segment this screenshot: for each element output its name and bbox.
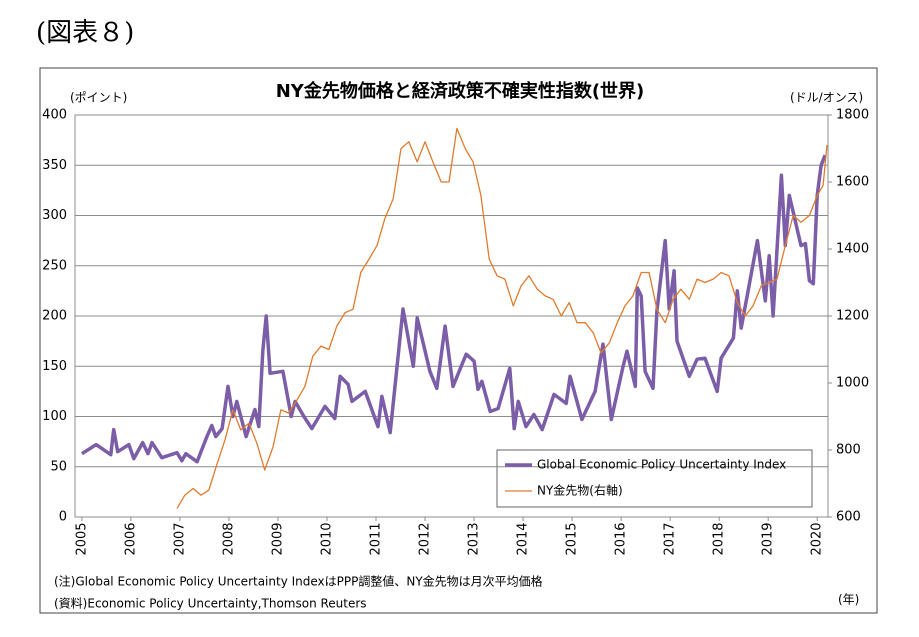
y2-tick-label: 600 xyxy=(836,510,861,525)
x-tick-label: 2018 xyxy=(712,522,727,555)
y-tick-label: 350 xyxy=(42,158,67,173)
x-tick-label: 2015 xyxy=(565,522,580,555)
y-tick-label: 300 xyxy=(42,208,67,223)
note: (注)Global Economic Policy Uncertainty In… xyxy=(54,574,543,589)
y-tick-label: 250 xyxy=(42,258,67,273)
y-tick-label: 400 xyxy=(42,108,67,123)
x-axis-label: (年) xyxy=(838,593,859,607)
y2-tick-label: 1600 xyxy=(836,175,869,190)
x-tick-label: 2017 xyxy=(663,522,678,555)
x-tick-label: 2013 xyxy=(467,522,482,555)
x-tick-label: 2008 xyxy=(221,522,236,555)
y2-tick-label: 1000 xyxy=(836,376,869,391)
legend-box xyxy=(496,449,813,508)
x-tick-label: 2005 xyxy=(74,522,89,555)
x-tick-label: 2016 xyxy=(614,522,629,555)
figure-label: (図表８) xyxy=(36,18,134,48)
y2-axis-label: (ドル/オンス) xyxy=(790,91,863,105)
legend-label: NY金先物(右軸) xyxy=(537,483,623,498)
y2-tick-label: 1800 xyxy=(836,108,869,123)
source: (資料)Economic Policy Uncertainty,Thomson … xyxy=(54,597,367,611)
legend-label: Global Economic Policy Uncertainty Index xyxy=(537,458,786,472)
y-tick-label: 150 xyxy=(42,359,67,374)
x-tick-label: 2014 xyxy=(516,522,531,555)
y-tick-label: 100 xyxy=(42,409,67,424)
y-tick-label: 200 xyxy=(42,309,67,324)
series-line xyxy=(80,154,827,464)
x-tick-label: 2011 xyxy=(369,522,384,555)
x-tick-label: 2019 xyxy=(761,522,776,555)
x-tick-label: 2007 xyxy=(172,522,187,555)
series-line xyxy=(176,127,828,509)
y2-tick-label: 1200 xyxy=(836,309,869,324)
y-tick-label: 50 xyxy=(50,459,67,474)
x-tick-label: 2010 xyxy=(319,522,334,555)
x-tick-label: 2009 xyxy=(270,522,285,555)
y2-tick-label: 800 xyxy=(836,443,861,458)
x-tick-label: 2020 xyxy=(810,522,825,555)
y2-tick-label: 1400 xyxy=(836,242,869,257)
y-tick-label: 0 xyxy=(59,510,67,525)
chart-title: NY金先物価格と経済政策不確実性指数(世界) xyxy=(276,80,645,102)
x-tick-label: 2012 xyxy=(418,522,433,555)
x-tick-label: 2006 xyxy=(123,522,138,555)
chart-frame xyxy=(39,67,878,614)
y-axis-label: (ポイント) xyxy=(70,91,127,105)
